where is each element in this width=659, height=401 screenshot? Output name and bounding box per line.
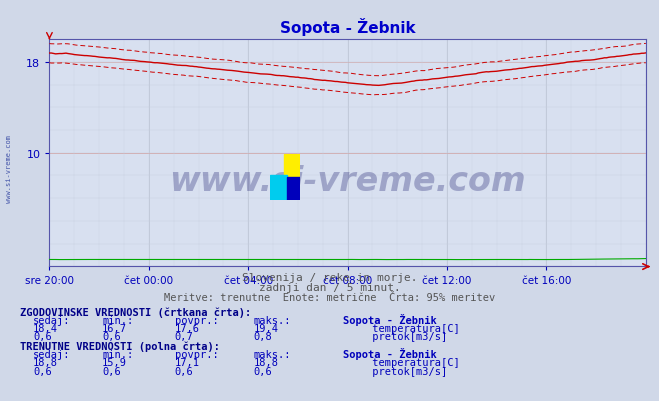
Polygon shape — [287, 177, 300, 200]
Text: Slovenija / reke in morje.: Slovenija / reke in morje. — [242, 273, 417, 283]
Title: Sopota - Žebnik: Sopota - Žebnik — [280, 18, 415, 36]
Text: 15,9: 15,9 — [102, 357, 127, 367]
Text: 0,6: 0,6 — [254, 366, 272, 376]
Text: 0,6: 0,6 — [33, 331, 51, 341]
Text: www.si-vreme.com: www.si-vreme.com — [169, 164, 526, 197]
Text: zadnji dan / 5 minut.: zadnji dan / 5 minut. — [258, 283, 401, 293]
Text: Meritve: trenutne  Enote: metrične  Črta: 95% meritev: Meritve: trenutne Enote: metrične Črta: … — [164, 293, 495, 303]
Polygon shape — [270, 175, 287, 200]
Text: pretok[m3/s]: pretok[m3/s] — [366, 366, 447, 376]
Text: TRENUTNE VREDNOSTI (polna črta):: TRENUTNE VREDNOSTI (polna črta): — [20, 340, 219, 351]
Text: temperatura[C]: temperatura[C] — [366, 323, 459, 333]
Text: 19,4: 19,4 — [254, 323, 279, 333]
Text: 0,6: 0,6 — [175, 366, 193, 376]
Text: 0,8: 0,8 — [254, 331, 272, 341]
Text: www.si-vreme.com: www.si-vreme.com — [5, 134, 12, 203]
Text: 0,7: 0,7 — [175, 331, 193, 341]
Text: min.:: min.: — [102, 315, 133, 325]
Text: 18,8: 18,8 — [254, 357, 279, 367]
Text: 18,4: 18,4 — [33, 323, 58, 333]
Text: 0,6: 0,6 — [102, 331, 121, 341]
Text: maks.:: maks.: — [254, 315, 291, 325]
Text: temperatura[C]: temperatura[C] — [366, 357, 459, 367]
Text: maks.:: maks.: — [254, 349, 291, 359]
Text: ZGODOVINSKE VREDNOSTI (črtkana črta):: ZGODOVINSKE VREDNOSTI (črtkana črta): — [20, 306, 251, 317]
Text: povpr.:: povpr.: — [175, 315, 218, 325]
Text: povpr.:: povpr.: — [175, 349, 218, 359]
Text: Sopota - Žebnik: Sopota - Žebnik — [343, 313, 436, 325]
Text: 17,6: 17,6 — [175, 323, 200, 333]
Text: 16,7: 16,7 — [102, 323, 127, 333]
Text: 0,6: 0,6 — [102, 366, 121, 376]
Text: min.:: min.: — [102, 349, 133, 359]
Text: 0,6: 0,6 — [33, 366, 51, 376]
Text: 18,8: 18,8 — [33, 357, 58, 367]
Polygon shape — [283, 154, 300, 177]
Text: Sopota - Žebnik: Sopota - Žebnik — [343, 347, 436, 359]
Text: sedaj:: sedaj: — [33, 349, 71, 359]
Text: 17,1: 17,1 — [175, 357, 200, 367]
Text: sedaj:: sedaj: — [33, 315, 71, 325]
Text: pretok[m3/s]: pretok[m3/s] — [366, 331, 447, 341]
